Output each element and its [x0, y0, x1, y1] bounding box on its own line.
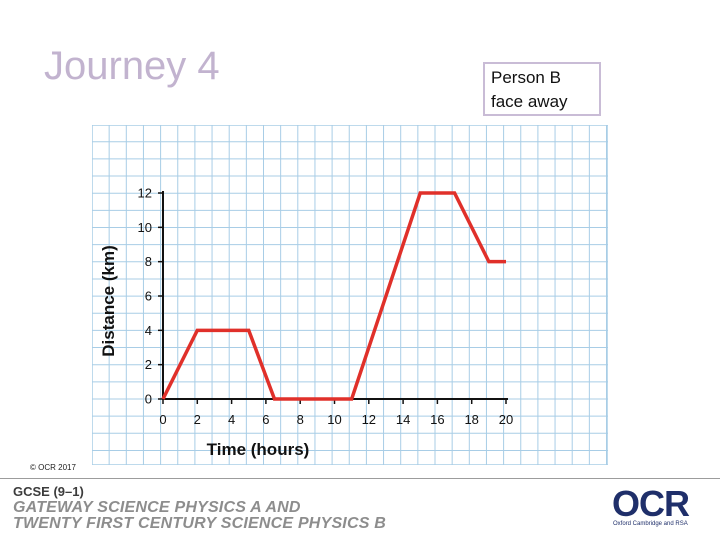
- x-tick-label: 4: [228, 412, 235, 427]
- x-tick-label: 6: [262, 412, 269, 427]
- x-tick-label: 18: [464, 412, 478, 427]
- y-tick-label: 12: [138, 186, 152, 201]
- x-tick-label: 8: [297, 412, 304, 427]
- chart-ticks: 0 2 4 6 8 10 12 14 16 18 20 0 2 4 6 8 10 12: [138, 186, 514, 428]
- x-tick-label: 16: [430, 412, 444, 427]
- x-tick-label: 2: [194, 412, 201, 427]
- chart-series: [161, 191, 507, 401]
- y-axis-label: Distance (km): [99, 245, 118, 356]
- y-tick-label: 8: [145, 254, 152, 269]
- distance-time-chart: 0 2 4 6 8 10 12 14 16 18 20 0 2 4 6 8 10 12 Time (hours) …: [91, 124, 609, 466]
- y-tick-label: 6: [145, 289, 152, 304]
- y-tick-label: 4: [145, 323, 152, 338]
- copyright-text: © OCR 2017: [30, 463, 76, 472]
- footer-divider: [0, 478, 720, 479]
- x-tick-label: 20: [499, 412, 513, 427]
- ocr-logo: OCR Oxford Cambridge and RSA: [612, 483, 708, 531]
- y-tick-label: 0: [145, 392, 152, 407]
- y-tick-label: 10: [138, 220, 152, 235]
- course-title-line-2: TWENTY FIRST CENTURY SCIENCE PHYSICS B: [13, 515, 386, 532]
- ocr-logo-subtext: Oxford Cambridge and RSA: [613, 521, 688, 527]
- y-tick-label: 2: [145, 357, 152, 372]
- note-line-2: face away: [491, 92, 568, 111]
- slide-title: Journey 4: [44, 44, 220, 88]
- qualification-label: GCSE (9–1): [13, 484, 84, 499]
- note-line-1: Person B: [491, 68, 561, 87]
- x-tick-label: 0: [159, 412, 166, 427]
- x-tick-label: 12: [362, 412, 376, 427]
- chart-grid: [91, 124, 609, 466]
- course-title-line-1: GATEWAY SCIENCE PHYSICS A AND: [13, 499, 301, 516]
- note-box: Person B face away: [483, 62, 601, 116]
- x-tick-label: 10: [327, 412, 341, 427]
- x-axis-label: Time (hours): [207, 440, 310, 459]
- ocr-logo-text: OCR: [612, 483, 690, 524]
- x-tick-label: 14: [396, 412, 410, 427]
